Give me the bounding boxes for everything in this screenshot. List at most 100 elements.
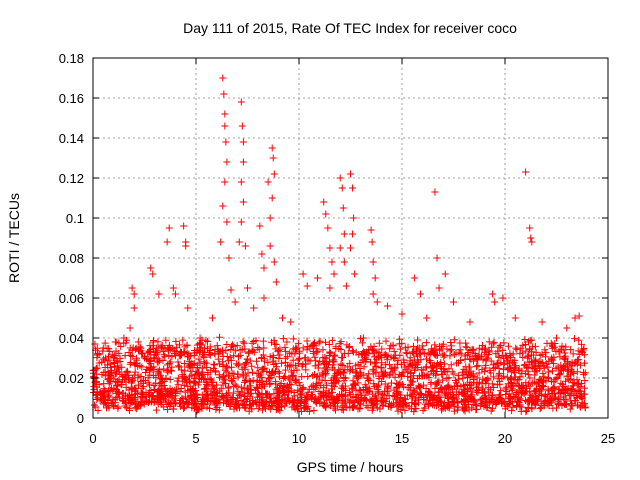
plot-frame (92, 57, 609, 419)
data-point (349, 184, 357, 192)
y-tick-label: 0.06 (59, 291, 84, 306)
background-point (574, 347, 582, 355)
background-point (165, 359, 173, 367)
background-point (101, 339, 109, 347)
background-point (403, 349, 411, 357)
background-point (149, 345, 157, 353)
background-point (424, 371, 432, 379)
background-point (393, 403, 401, 411)
background-point (242, 358, 250, 366)
background-point (384, 352, 392, 360)
background-point (446, 352, 454, 360)
data-point (99, 344, 107, 352)
background-point (502, 391, 510, 399)
background-point (475, 369, 483, 377)
background-point (523, 407, 531, 415)
background-point (319, 346, 327, 354)
background-point (567, 375, 575, 383)
data-point (371, 274, 379, 282)
background-point (378, 368, 386, 376)
background-point (200, 375, 208, 383)
background-point (577, 393, 585, 401)
background-point (228, 369, 236, 377)
background-point (514, 388, 522, 396)
background-point (346, 359, 354, 367)
data-point (208, 314, 216, 322)
background-point (425, 400, 433, 408)
background-point (534, 361, 542, 369)
data-point (268, 194, 276, 202)
background-point (219, 348, 227, 356)
data-point (237, 98, 245, 106)
background-point (473, 379, 481, 387)
background-point (387, 353, 395, 361)
background-point (255, 345, 263, 353)
background-point (484, 404, 492, 412)
background-point (380, 372, 388, 380)
data-point (417, 290, 425, 298)
background-point (303, 337, 311, 345)
background-point (479, 394, 487, 402)
background-point (415, 344, 423, 352)
background-point (402, 349, 410, 357)
background-point (430, 350, 438, 358)
background-point (161, 353, 169, 361)
background-point (528, 405, 536, 413)
background-point (121, 352, 129, 360)
data-point (340, 258, 348, 266)
background-point (129, 376, 137, 384)
background-point (321, 360, 329, 368)
background-point (309, 372, 317, 380)
background-point (244, 349, 252, 357)
background-point (505, 365, 513, 373)
background-point (157, 371, 165, 379)
data-point (134, 338, 142, 346)
background-point (171, 399, 179, 407)
y-tick-label: 0 (77, 411, 84, 426)
background-point (338, 405, 346, 413)
background-point (285, 385, 293, 393)
background-point (354, 405, 362, 413)
background-point (124, 368, 132, 376)
background-point (115, 349, 123, 357)
data-point (423, 314, 431, 322)
background-point (391, 373, 399, 381)
background-point (360, 363, 368, 371)
background-point (567, 391, 575, 399)
background-point (114, 403, 122, 411)
background-point (490, 338, 498, 346)
background-point (433, 368, 441, 376)
background-point (321, 353, 329, 361)
background-point (559, 381, 567, 389)
background-point (162, 374, 170, 382)
background-point (262, 378, 270, 386)
data-point (339, 204, 347, 212)
data-point (222, 138, 230, 146)
background-point (515, 398, 523, 406)
background-point (417, 366, 425, 374)
background-point (530, 365, 538, 373)
background-point (239, 400, 247, 408)
data-point (268, 144, 276, 152)
background-point (562, 343, 570, 351)
background-point (132, 385, 140, 393)
background-point (316, 372, 324, 380)
background-point (99, 347, 107, 355)
background-point (155, 344, 163, 352)
background-point (280, 383, 288, 391)
background-point (168, 388, 176, 396)
background-point (299, 383, 307, 391)
background-point (286, 349, 294, 357)
background-point (121, 375, 129, 383)
background-point (248, 405, 256, 413)
background-point (235, 360, 243, 368)
data-point (347, 170, 354, 178)
data-point (527, 234, 535, 242)
background-point (219, 381, 227, 389)
background-point (98, 358, 106, 366)
background-point (169, 405, 177, 413)
data-point (511, 314, 519, 322)
background-point (99, 397, 107, 405)
background-point (376, 405, 384, 413)
background-point (307, 393, 315, 401)
